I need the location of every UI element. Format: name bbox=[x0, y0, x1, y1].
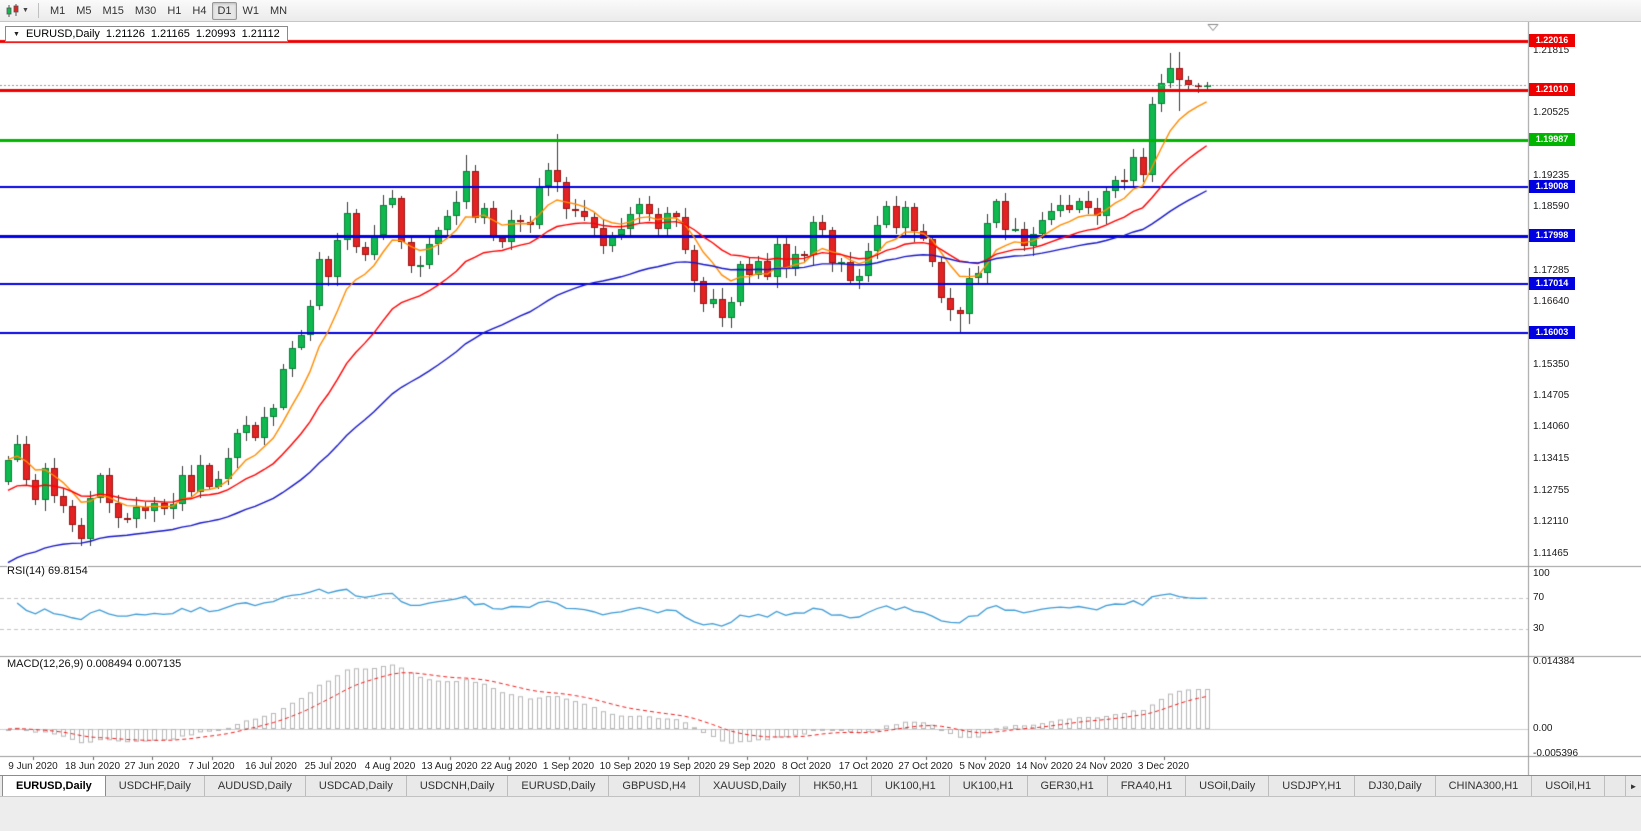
tab-scroll-right-icon[interactable]: ► bbox=[1625, 776, 1641, 796]
ohlc-low: 1.20993 bbox=[195, 28, 236, 40]
date-axis-label: 4 Aug 2020 bbox=[364, 761, 416, 772]
rsi-axis-tick: 30 bbox=[1533, 623, 1545, 635]
date-axis-label: 25 Jul 2020 bbox=[304, 761, 357, 772]
rsi-indicator-label: RSI(14) 69.8154 bbox=[7, 565, 88, 577]
chart-tab-16-china300-h1[interactable]: CHINA300,H1 bbox=[1435, 776, 1533, 796]
chart-tab-8-hk50-h1[interactable]: HK50,H1 bbox=[800, 776, 872, 796]
date-axis-label: 10 Sep 2020 bbox=[599, 761, 657, 772]
tf-button-m30[interactable]: M30 bbox=[134, 4, 157, 17]
rsi-axis-tick: 100 bbox=[1533, 568, 1550, 579]
macd-axis-tick: 0.00 bbox=[1533, 723, 1553, 734]
tf-button-m5[interactable]: M5 bbox=[76, 4, 92, 17]
chart-tab-6-gbpusd-h4[interactable]: GBPUSD,H4 bbox=[609, 776, 700, 796]
date-axis-label: 29 Sep 2020 bbox=[718, 761, 776, 772]
macd-axis-tick: -0.005396 bbox=[1533, 748, 1579, 760]
date-axis-label: 5 Nov 2020 bbox=[959, 761, 1011, 772]
date-axis-label: 16 Jul 2020 bbox=[245, 761, 297, 772]
price-axis-tick: 1.14060 bbox=[1533, 421, 1570, 433]
chart-tab-15-dj30-daily[interactable]: DJ30,Daily bbox=[1355, 776, 1436, 796]
chart-type-dropdown-icon[interactable]: ▼ bbox=[22, 7, 29, 14]
toolbar-separator bbox=[37, 3, 39, 18]
date-axis-label: 18 Jun 2020 bbox=[64, 761, 121, 772]
hline-price-label: 1.19987 bbox=[1529, 132, 1575, 146]
price-axis-tick: 1.20525 bbox=[1533, 107, 1570, 119]
hline-price-label: 1.16003 bbox=[1529, 326, 1575, 340]
main-chart-canvas[interactable] bbox=[0, 22, 1641, 775]
chart-tab-3-usdcad-daily[interactable]: USDCAD,Daily bbox=[305, 776, 407, 796]
price-axis-tick: 1.16640 bbox=[1533, 296, 1570, 308]
macd-axis-tick: 0.014384 bbox=[1533, 655, 1575, 667]
chart-symbol-period: EURUSD,Daily bbox=[25, 28, 100, 40]
tf-button-h1[interactable]: H1 bbox=[167, 4, 182, 17]
chart-tab-10-uk100-h1[interactable]: UK100,H1 bbox=[949, 776, 1028, 796]
hline-price-label: 1.17014 bbox=[1529, 276, 1575, 290]
date-axis-label: 22 Aug 2020 bbox=[480, 761, 538, 772]
tf-button-h4[interactable]: H4 bbox=[192, 4, 207, 17]
price-axis-tick: 1.14705 bbox=[1533, 390, 1570, 402]
chart-title-box: ▼ EURUSD,Daily 1.21126 1.21165 1.20993 1… bbox=[5, 26, 288, 42]
toolbar: ▼ M1 M5 M15 M30 H1 H4 D1 W1 MN bbox=[0, 0, 1641, 22]
ohlc-close: 1.21112 bbox=[241, 28, 280, 40]
date-axis-label: 27 Jun 2020 bbox=[124, 761, 180, 772]
price-axis-tick: 1.19235 bbox=[1533, 170, 1570, 182]
chart-tab-5-eurusd-daily[interactable]: EURUSD,Daily bbox=[508, 776, 610, 796]
ohlc-high: 1.21165 bbox=[150, 28, 190, 40]
chart-dropdown-icon[interactable]: ▼ bbox=[13, 30, 20, 38]
chart-tab-7-xauusd-daily[interactable]: XAUUSD,Daily bbox=[699, 776, 801, 796]
tf-button-d1[interactable]: D1 bbox=[212, 1, 237, 20]
tf-button-mn[interactable]: MN bbox=[270, 4, 288, 17]
date-axis-label: 3 Dec 2020 bbox=[1137, 761, 1190, 772]
price-axis-tick: 1.12110 bbox=[1533, 516, 1569, 528]
price-axis-tick: 1.13415 bbox=[1533, 452, 1570, 464]
hline-price-label: 1.22016 bbox=[1529, 33, 1575, 47]
price-axis-tick: 1.18590 bbox=[1533, 201, 1570, 213]
chart-tab-4-usdcnh-daily[interactable]: USDCNH,Daily bbox=[406, 776, 509, 796]
price-axis-tick: 1.15350 bbox=[1533, 358, 1570, 370]
date-axis-label: 17 Oct 2020 bbox=[838, 761, 894, 772]
date-axis-label: 14 Nov 2020 bbox=[1016, 761, 1073, 772]
chart-tab-2-audusd-daily[interactable]: AUDUSD,Daily bbox=[204, 776, 306, 796]
timeframe-button-group: M1 M5 M15 M30 H1 H4 D1 W1 MN bbox=[45, 1, 293, 20]
date-axis-label: 27 Oct 2020 bbox=[898, 761, 953, 772]
chart-tab-9-uk100-h1[interactable]: UK100,H1 bbox=[871, 776, 950, 796]
date-axis-label: 13 Aug 2020 bbox=[421, 761, 478, 772]
chart-tab-1-usdchf-daily[interactable]: USDCHF,Daily bbox=[105, 776, 205, 796]
date-axis-label: 9 Jun 2020 bbox=[8, 761, 58, 772]
ohlc-open: 1.21126 bbox=[105, 28, 145, 40]
hline-price-label: 1.17998 bbox=[1529, 229, 1575, 243]
rsi-axis-tick: 70 bbox=[1533, 591, 1545, 603]
date-axis-label: 24 Nov 2020 bbox=[1075, 761, 1133, 772]
chart-type-icon[interactable] bbox=[4, 2, 22, 20]
chart-tab-bar: EURUSD,Daily USDCHF,Daily AUDUSD,Daily USDC… bbox=[0, 775, 1641, 796]
price-axis-tick: 1.11465 bbox=[1533, 547, 1569, 559]
tabs-container: EURUSD,Daily USDCHF,Daily AUDUSD,Daily USDC… bbox=[2, 776, 1606, 796]
price-axis-tick: 1.12755 bbox=[1533, 484, 1570, 496]
chart-tab-13-usoil-daily[interactable]: USOil,Daily bbox=[1186, 776, 1270, 796]
chart-tab-11-ger30-h1[interactable]: GER30,H1 bbox=[1027, 776, 1108, 796]
chart-tab-0-eurusd-daily[interactable]: EURUSD,Daily bbox=[2, 776, 106, 796]
chart-tab-14-usdjpy-h1[interactable]: USDJPY,H1 bbox=[1269, 776, 1356, 796]
hline-price-label: 1.21010 bbox=[1529, 82, 1575, 96]
date-axis-label: 19 Sep 2020 bbox=[659, 761, 716, 772]
macd-indicator-label: MACD(12,26,9) 0.008494 0.007135 bbox=[7, 658, 182, 670]
status-strip bbox=[0, 796, 1641, 831]
tf-button-w1[interactable]: W1 bbox=[242, 4, 260, 17]
date-axis-label: 8 Oct 2020 bbox=[782, 761, 831, 772]
tf-button-m15[interactable]: M15 bbox=[102, 4, 124, 17]
price-axis-tick: 1.17285 bbox=[1533, 264, 1570, 276]
chart-tab-12-fra40-h1[interactable]: FRA40,H1 bbox=[1107, 776, 1187, 796]
chart-tab-17-usoil-h1[interactable]: USOil,H1 bbox=[1532, 776, 1606, 796]
hline-price-label: 1.19008 bbox=[1529, 180, 1575, 194]
price-axis-tick: 1.21815 bbox=[1533, 44, 1570, 56]
chart-window: ▼ EURUSD,Daily 1.21126 1.21165 1.20993 1… bbox=[0, 22, 1641, 775]
date-axis-label: 1 Sep 2020 bbox=[542, 761, 595, 772]
tf-button-m1[interactable]: M1 bbox=[49, 4, 66, 17]
date-axis-label: 7 Jul 2020 bbox=[188, 761, 235, 772]
